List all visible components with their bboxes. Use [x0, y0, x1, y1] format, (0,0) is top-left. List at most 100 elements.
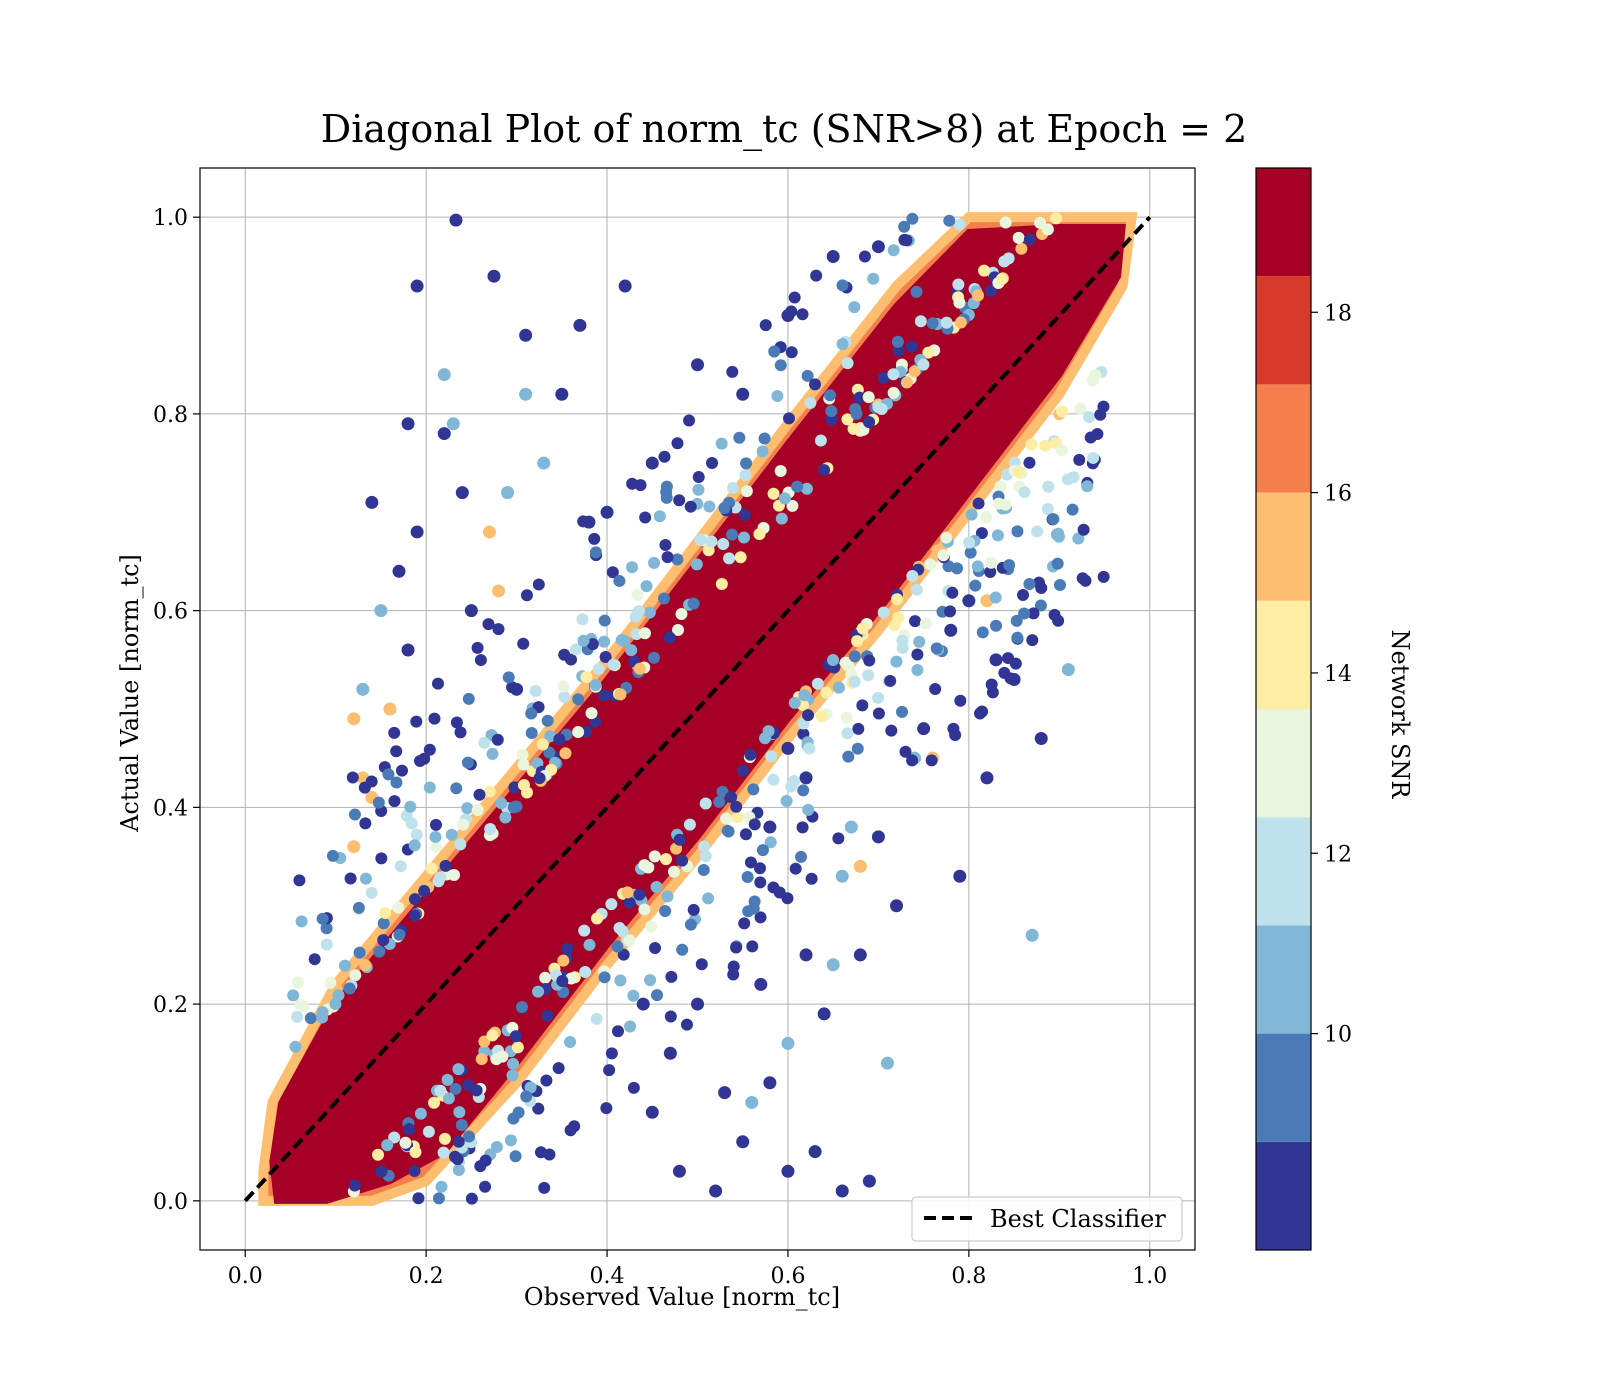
edge-point [684, 500, 697, 513]
outlier-point [781, 741, 795, 755]
edge-point [798, 689, 811, 702]
edge-point [365, 775, 378, 788]
edge-point [986, 686, 999, 699]
edge-point [520, 589, 533, 602]
edge-point [320, 938, 333, 951]
edge-point [638, 627, 651, 640]
edge-point [561, 942, 574, 955]
edge-point [842, 750, 855, 763]
edge-point [796, 308, 809, 321]
edge-point [692, 471, 705, 484]
edge-point [658, 450, 671, 463]
edge-point [856, 699, 869, 712]
edge-point [393, 928, 406, 941]
edge-point [884, 674, 897, 687]
edge-point [937, 549, 950, 562]
edge-point [978, 264, 991, 277]
edge-point [553, 733, 566, 746]
edge-point [825, 405, 838, 418]
edge-point [457, 818, 470, 831]
edge-point [699, 850, 712, 863]
edge-point [910, 285, 923, 298]
edge-point [726, 365, 739, 378]
edge-point [624, 1020, 637, 1033]
edge-point [448, 869, 461, 882]
outlier-point [781, 1036, 795, 1050]
edge-point [453, 1106, 466, 1119]
colorbar-bin [1256, 925, 1311, 1034]
high-snr-point [827, 545, 840, 558]
colorbar: 10 12 14 16 18 [1255, 167, 1352, 1251]
edge-point [607, 658, 620, 671]
edge-point [418, 752, 431, 765]
edge-point [687, 597, 700, 610]
edge-point [451, 1153, 464, 1166]
edge-point [365, 886, 378, 899]
edge-point [848, 675, 861, 688]
edge-point [683, 818, 696, 831]
edge-point [1042, 480, 1055, 493]
edge-point [827, 653, 840, 666]
edge-point [1011, 525, 1024, 538]
edge-point [394, 860, 407, 873]
outlier-point [537, 456, 551, 470]
edge-point [558, 690, 571, 703]
edge-point [465, 1192, 478, 1205]
edge-point [744, 748, 757, 761]
edge-point [1055, 405, 1068, 418]
edge-point [516, 748, 529, 761]
edge-point [980, 511, 993, 524]
edge-point [529, 684, 542, 697]
edge-point [557, 954, 570, 967]
edge-point [1041, 223, 1054, 236]
edge-point [450, 716, 463, 729]
x-tick-label: 0.0 [228, 1264, 263, 1289]
edge-point [422, 1125, 435, 1138]
edge-point [1074, 402, 1087, 415]
edge-point [841, 357, 854, 370]
edge-point [706, 456, 719, 469]
edge-point [995, 273, 1008, 286]
edge-point [744, 856, 757, 869]
edge-point [344, 872, 357, 885]
edge-point [441, 1073, 454, 1086]
edge-point [998, 666, 1011, 679]
edge-point [483, 785, 496, 798]
edge-point [715, 578, 728, 591]
edge-point [1050, 212, 1063, 225]
edge-point [972, 497, 985, 510]
edge-point [517, 637, 530, 650]
outlier-point [410, 525, 424, 539]
edge-point [381, 1139, 394, 1152]
edge-point [326, 849, 339, 862]
edge-point [410, 715, 423, 728]
edge-point [412, 1192, 425, 1205]
edge-point [671, 553, 684, 566]
edge-point [590, 1012, 603, 1025]
edge-point [730, 941, 743, 954]
colorbar-bin [1256, 492, 1311, 601]
outlier-point [944, 623, 958, 637]
edge-point [623, 896, 636, 909]
edge-point [1025, 438, 1038, 451]
edge-point [925, 754, 938, 767]
edge-point [329, 998, 342, 1011]
edge-point [647, 651, 660, 664]
edge-point [559, 747, 572, 760]
edge-point [543, 1148, 556, 1161]
edge-point [954, 316, 967, 329]
edge-point [781, 892, 794, 905]
edge-point [747, 783, 760, 796]
edge-point [627, 989, 640, 1002]
edge-point [517, 779, 530, 792]
edge-point [906, 754, 919, 767]
edge-point [676, 854, 689, 867]
edge-point [971, 560, 984, 573]
edge-point [611, 1025, 624, 1038]
edge-point [694, 533, 707, 546]
edge-point [598, 635, 611, 648]
edge-point [405, 817, 418, 830]
edge-point [425, 862, 438, 875]
edge-point [1031, 525, 1044, 538]
high-snr-point [736, 643, 749, 656]
